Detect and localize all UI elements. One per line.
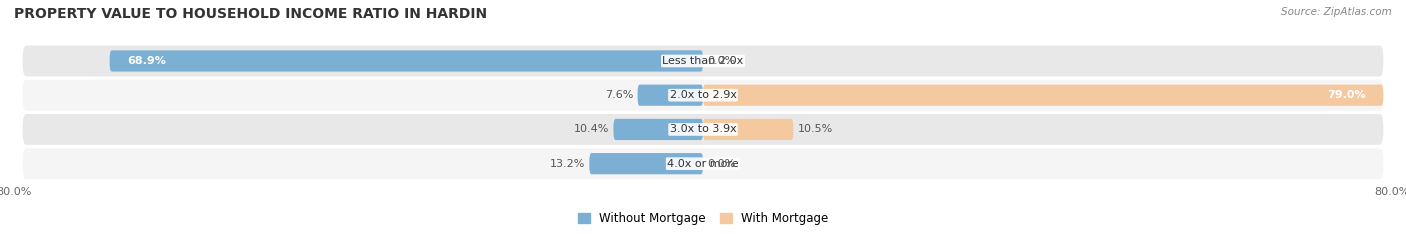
Text: 0.0%: 0.0%: [707, 159, 735, 169]
FancyBboxPatch shape: [637, 84, 703, 106]
Text: 3.0x to 3.9x: 3.0x to 3.9x: [669, 124, 737, 135]
Text: Less than 2.0x: Less than 2.0x: [662, 56, 744, 66]
Text: 68.9%: 68.9%: [127, 56, 166, 66]
FancyBboxPatch shape: [703, 84, 1384, 106]
Text: 0.0%: 0.0%: [707, 56, 735, 66]
Text: 4.0x or more: 4.0x or more: [668, 159, 738, 169]
Text: 10.4%: 10.4%: [574, 124, 609, 135]
FancyBboxPatch shape: [589, 153, 703, 174]
Text: 10.5%: 10.5%: [797, 124, 832, 135]
FancyBboxPatch shape: [703, 119, 793, 140]
Text: 79.0%: 79.0%: [1327, 90, 1367, 100]
Text: 13.2%: 13.2%: [550, 159, 585, 169]
Text: 7.6%: 7.6%: [605, 90, 633, 100]
FancyBboxPatch shape: [22, 80, 1384, 111]
Text: Source: ZipAtlas.com: Source: ZipAtlas.com: [1281, 7, 1392, 17]
Legend: Without Mortgage, With Mortgage: Without Mortgage, With Mortgage: [574, 208, 832, 230]
Text: PROPERTY VALUE TO HOUSEHOLD INCOME RATIO IN HARDIN: PROPERTY VALUE TO HOUSEHOLD INCOME RATIO…: [14, 7, 488, 21]
FancyBboxPatch shape: [22, 148, 1384, 179]
Text: 2.0x to 2.9x: 2.0x to 2.9x: [669, 90, 737, 100]
FancyBboxPatch shape: [613, 119, 703, 140]
FancyBboxPatch shape: [110, 50, 703, 72]
FancyBboxPatch shape: [22, 46, 1384, 76]
FancyBboxPatch shape: [22, 114, 1384, 145]
